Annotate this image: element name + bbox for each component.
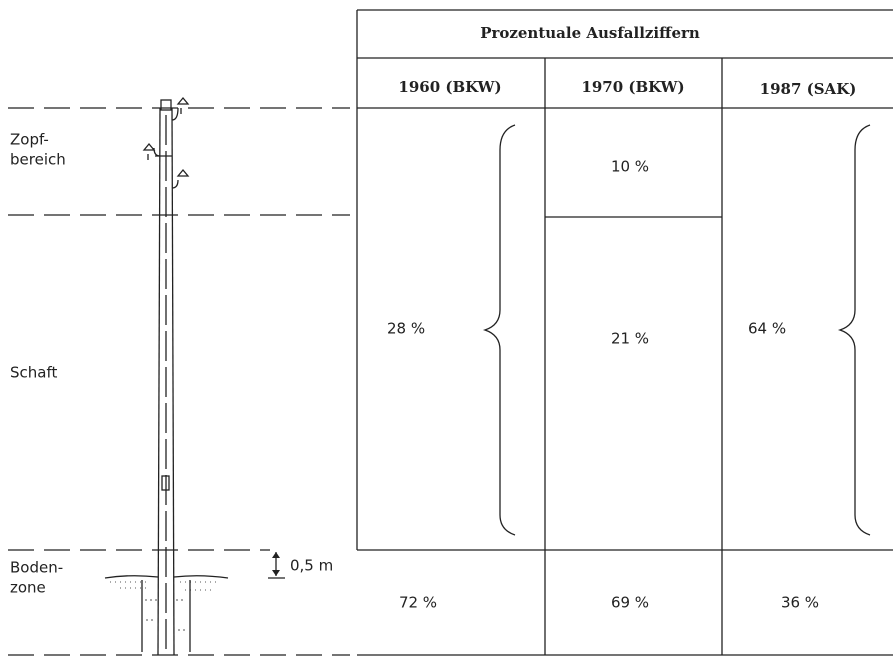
page: Zopf- bereich Schaft Boden- zone 0,5 m P…	[0, 0, 894, 657]
cell-value: 36 %	[781, 594, 819, 612]
cell-value: 28 %	[387, 320, 425, 338]
brace	[840, 125, 870, 535]
cell-value: 10 %	[611, 158, 649, 176]
zone-label: Boden-	[10, 559, 63, 577]
pole-edge	[158, 108, 160, 655]
cell-value: 69 %	[611, 594, 649, 612]
ground-dots	[110, 582, 220, 590]
zone-label: bereich	[10, 151, 66, 169]
cell-value: 72 %	[399, 594, 437, 612]
cell-value: 21 %	[611, 330, 649, 348]
column-header: 1960 (BKW)	[398, 78, 501, 96]
table-title: Prozentuale Ausfallziffern	[480, 24, 700, 42]
depth-label: 0,5 m	[290, 557, 333, 575]
zone-label: Zopf-	[10, 131, 49, 149]
brace	[485, 125, 515, 535]
column-header: 1970 (BKW)	[581, 78, 684, 96]
column-header: 1987 (SAK)	[760, 80, 857, 98]
depth-dimension	[268, 552, 285, 578]
diagram: Zopf- bereich Schaft Boden- zone 0,5 m P…	[0, 0, 894, 657]
pole	[105, 98, 228, 655]
pole-edge	[172, 108, 174, 655]
zone-label: zone	[10, 579, 46, 597]
cell-value: 64 %	[748, 320, 786, 338]
zone-label: Schaft	[10, 364, 57, 382]
